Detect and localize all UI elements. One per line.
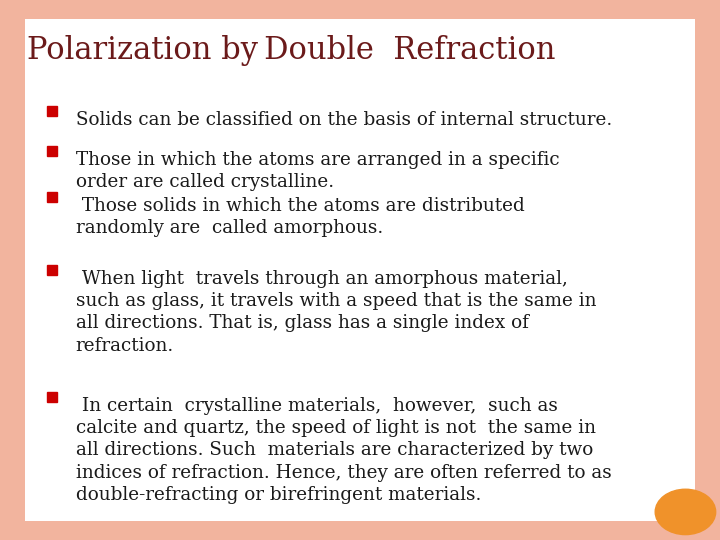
Circle shape xyxy=(655,489,716,535)
Text: Polarization by Double  Refraction: Polarization by Double Refraction xyxy=(27,35,556,66)
Text: When light  travels through an amorphous material,
such as glass, it travels wit: When light travels through an amorphous … xyxy=(76,270,596,355)
Text: In certain  crystalline materials,  however,  such as
calcite and quartz, the sp: In certain crystalline materials, howeve… xyxy=(76,397,611,504)
Text: Those solids in which the atoms are distributed
randomly are  called amorphous.: Those solids in which the atoms are dist… xyxy=(76,197,524,237)
Text: Those in which the atoms are arranged in a specific
order are called crystalline: Those in which the atoms are arranged in… xyxy=(76,151,559,191)
Text: Solids can be classified on the basis of internal structure.: Solids can be classified on the basis of… xyxy=(76,111,612,129)
